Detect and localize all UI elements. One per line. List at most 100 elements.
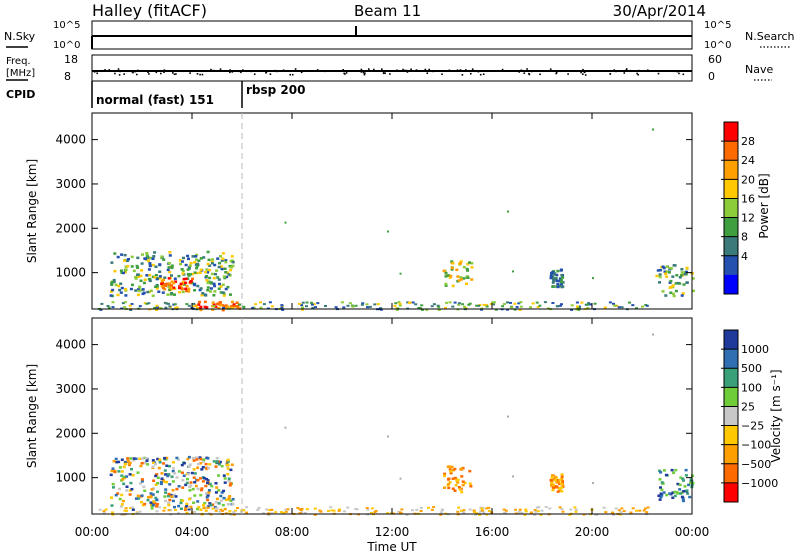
freq-dot: [520, 69, 523, 71]
echo-cell: [611, 511, 615, 514]
echo-cell: [182, 277, 186, 281]
echo-cell: [180, 268, 184, 271]
freq-dot: [657, 70, 659, 72]
echo-cell: [185, 481, 189, 485]
echo-cell: [168, 464, 171, 468]
echo-cell: [232, 303, 236, 306]
echo-cell: [202, 503, 205, 507]
echo-cell: [191, 255, 195, 258]
echo-cell: [184, 287, 188, 291]
echo-cell: [192, 468, 196, 471]
echo-cell: [138, 305, 142, 308]
echo-cell: [116, 293, 120, 297]
echo-cell: [118, 466, 122, 469]
echo-cell: [554, 278, 558, 281]
echo-cell: [147, 256, 151, 260]
echo-cell: [305, 301, 309, 304]
echo-cell: [196, 262, 200, 266]
x-tick-label: 00:00: [675, 525, 710, 539]
echo-cell: [560, 508, 564, 511]
echo-cell: [689, 478, 693, 481]
echo-cell: [151, 503, 155, 507]
velocity-colorbar-label: Velocity [m s⁻¹]: [769, 369, 783, 462]
echo-cell: [160, 255, 164, 258]
y-tick-label: 3000: [55, 177, 86, 191]
colorbar-segment: [724, 330, 738, 350]
echo-cell: [155, 505, 159, 508]
echo-cell: [448, 276, 452, 279]
echo-cell: [209, 282, 213, 285]
freq-dot: [523, 72, 526, 74]
time-axis-ticks: 00:00 04:00 08:00 12:00 16:00 20:00 00:00: [75, 113, 710, 539]
echo-cell: [656, 269, 660, 272]
echo-cell: [165, 456, 169, 460]
echo-cell: [123, 301, 127, 304]
echo-cell: [366, 508, 370, 511]
echo-cell: [145, 274, 149, 277]
echo-cell: [195, 458, 199, 461]
echo-cell: [211, 507, 215, 510]
freq-dot: [231, 71, 234, 73]
echo-cell: [224, 260, 228, 264]
echo-cell: [124, 268, 128, 271]
echo-cell: [492, 301, 496, 304]
echo-cell: [218, 460, 222, 464]
echo-cell: [191, 456, 195, 460]
echo-cell: [454, 483, 458, 487]
echo-cell: [561, 276, 565, 279]
echo-cell: [425, 308, 429, 311]
echo-cell: [163, 469, 167, 472]
echo-cell: [221, 291, 225, 294]
echo-cell: [449, 470, 453, 473]
echo-cell: [284, 510, 288, 513]
echo-cell: [170, 475, 174, 478]
echo-cell: [221, 257, 225, 260]
freq-dot: [448, 69, 451, 72]
freq-dot: [479, 73, 482, 76]
echo-cell: [553, 485, 557, 488]
echo-cell: [185, 289, 189, 293]
echo-cell: [459, 276, 463, 279]
echo-cell: [549, 274, 553, 278]
echo-cell: [111, 288, 115, 292]
echo-cell: [170, 495, 174, 498]
echo-cell: [204, 270, 208, 274]
echo-cell: [622, 510, 626, 513]
echo-cell: [208, 268, 211, 272]
freq-dot: [402, 68, 404, 71]
echo-cell: [170, 287, 174, 291]
echo-cell: [197, 303, 201, 306]
echo-cell: [284, 221, 287, 224]
freq-dot: [189, 72, 191, 74]
echo-cell: [170, 280, 174, 283]
echo-cell: [468, 508, 472, 511]
echo-cell: [179, 262, 182, 266]
freq-dot: [163, 71, 165, 73]
echo-cell: [221, 283, 225, 286]
echo-cell: [225, 463, 229, 466]
echo-cell: [194, 304, 198, 307]
echo-cell: [674, 282, 678, 285]
echo-cell: [432, 506, 436, 509]
nave-label: Nave: [745, 63, 773, 76]
echo-cell: [167, 501, 171, 505]
echo-cell: [658, 478, 662, 481]
echo-cell: [150, 488, 154, 491]
echo-cell: [166, 474, 170, 478]
freq-dot: [93, 71, 96, 73]
echo-cell: [143, 461, 147, 465]
echo-cell: [122, 271, 126, 275]
echo-cell: [114, 283, 118, 287]
echo-cell: [664, 473, 668, 477]
echo-cell: [124, 462, 128, 466]
echo-cell: [110, 261, 114, 264]
echo-cell: [190, 471, 194, 475]
freq-dot: [210, 68, 212, 71]
echo-cell: [453, 301, 457, 304]
freq-dot: [410, 68, 412, 71]
echo-cell: [229, 268, 233, 272]
echo-cell: [148, 264, 152, 268]
echo-cell: [652, 128, 654, 131]
echo-cell: [198, 300, 201, 304]
freq-dot: [584, 74, 587, 76]
